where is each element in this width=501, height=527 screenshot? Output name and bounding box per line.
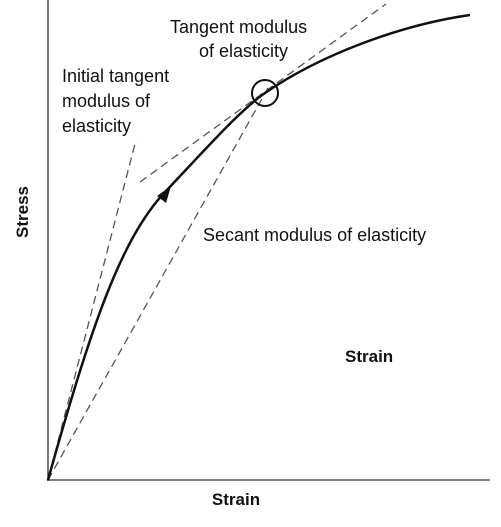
tangent-point-circle [251,79,279,107]
tangent-label: of elasticity [199,41,288,61]
inner-strain-label: Strain [345,347,393,366]
tangent-label: Tangent modulus [170,17,307,37]
initial-tangent-line [47,139,137,481]
direction-arrow [157,186,171,203]
y-axis-label: Stress [13,186,32,238]
x-axis-label: Strain [212,490,260,509]
secant-label: Secant modulus of elasticity [203,225,426,245]
initial-tangent-label: Initial tangent [62,66,169,86]
tangent-line [139,3,387,183]
secant-line [47,87,269,481]
stress-strain-curve [46,13,471,481]
initial-tangent-label: elasticity [62,116,131,136]
initial-tangent-label: modulus of [62,91,151,111]
